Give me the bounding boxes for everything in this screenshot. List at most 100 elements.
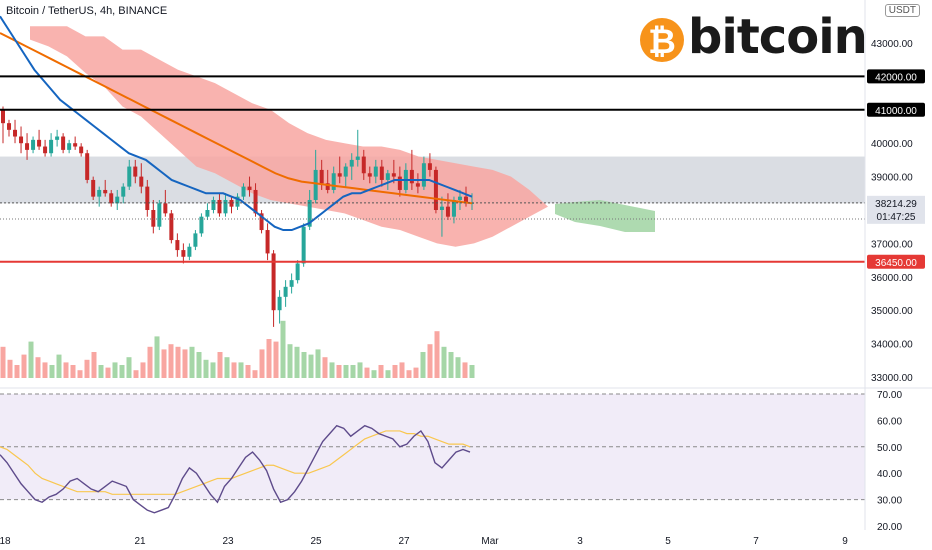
volume-bar <box>217 352 223 378</box>
volume-bar <box>112 362 118 378</box>
volume-bar <box>252 370 258 378</box>
bitcoin-logo: ₿ bitcoin <box>640 9 868 71</box>
candle-body <box>313 169 318 200</box>
volume-bar <box>56 354 62 378</box>
volume-bar <box>147 346 153 378</box>
volume-bar <box>28 341 34 378</box>
candle-body <box>73 143 78 147</box>
y-axis-tick-label: 36000.00 <box>871 273 913 284</box>
bitcoin-wordmark: bitcoin <box>688 9 868 65</box>
volume-bar <box>322 357 328 378</box>
candle-body <box>253 189 258 214</box>
volume-bar <box>182 349 188 378</box>
candle-body <box>235 196 240 207</box>
rsi-band <box>0 394 865 500</box>
ichimoku-cloud-bearish <box>30 26 548 247</box>
x-axis-tick-label: 21 <box>134 536 146 547</box>
volume-bar <box>315 349 321 378</box>
volume-bar <box>280 320 286 378</box>
candle-body <box>205 210 210 217</box>
candle-body <box>445 206 450 217</box>
volume-bar <box>427 344 433 378</box>
candle-body <box>259 213 264 231</box>
candle-body <box>457 196 462 200</box>
bitcoin-symbol: ₿ <box>648 22 676 62</box>
quote-currency-badge[interactable]: USDT <box>884 4 920 17</box>
candle-body <box>295 263 300 281</box>
candle-body <box>25 143 30 150</box>
candle-body <box>169 213 174 241</box>
volume-bar <box>49 365 55 378</box>
candle-body <box>1 109 5 124</box>
volume-bar <box>392 365 398 378</box>
volume-bar <box>203 359 209 378</box>
volume-bar <box>35 357 41 378</box>
candle-body <box>397 176 402 190</box>
volume-bar <box>273 341 279 378</box>
volume-bar <box>357 362 363 378</box>
candle-body <box>133 166 138 177</box>
y-axis-tick-label: 34000.00 <box>871 340 913 351</box>
volume-bar <box>21 354 27 378</box>
volume-bar <box>133 370 139 378</box>
candle-body <box>127 166 132 187</box>
x-axis-tick-label: 3 <box>577 536 583 547</box>
chart-title: Bitcoin / TetherUS, 4h, BINANCE <box>6 5 168 17</box>
x-axis-tick-label: 18 <box>0 536 11 547</box>
rsi-y-tick-label: 40.00 <box>877 469 902 480</box>
volume-bar <box>406 370 412 378</box>
volume-bar <box>378 365 384 378</box>
candle-body <box>139 176 144 187</box>
candle-body <box>409 169 414 184</box>
candle-body <box>49 139 54 154</box>
candle-body <box>91 179 96 197</box>
candle-body <box>301 226 306 264</box>
candle-body <box>223 199 228 214</box>
candle-body <box>439 206 444 210</box>
candle-body <box>319 169 324 184</box>
volume-bar <box>329 362 335 378</box>
volume-bar <box>294 346 300 378</box>
volume-bar <box>259 349 265 378</box>
candle-body <box>433 169 438 210</box>
candle-body <box>55 136 60 140</box>
volume-bar <box>287 344 293 378</box>
candle-body <box>115 196 120 204</box>
candle-body <box>265 230 270 254</box>
y-axis-tick-label: 39000.00 <box>871 173 913 184</box>
candle-body <box>415 183 420 187</box>
candle-body <box>271 253 276 311</box>
volume-bar <box>434 331 440 378</box>
candle-body <box>13 129 18 137</box>
x-axis-tick-label: 7 <box>753 536 759 547</box>
volume-bar <box>266 339 272 378</box>
volume-bar <box>175 346 181 378</box>
candle-body <box>349 159 354 167</box>
candle-body <box>211 199 216 210</box>
candle-body <box>103 189 108 194</box>
volume-bar <box>0 346 6 378</box>
candle-body <box>277 296 282 311</box>
level-label: 41000.00 <box>875 106 917 117</box>
moving-average-orange <box>0 32 473 205</box>
candle-body <box>31 139 36 150</box>
candle-body <box>157 203 162 227</box>
volume-bar <box>168 344 174 378</box>
volume-bar <box>350 365 356 378</box>
candle-body <box>43 146 48 154</box>
y-axis-tick-label: 37000.00 <box>871 239 913 250</box>
volume-bar <box>413 367 419 378</box>
volume-bar <box>371 370 377 378</box>
volume-bar <box>455 357 461 378</box>
candle-body <box>151 210 156 227</box>
volume-bar <box>385 370 391 378</box>
candle-body <box>187 246 192 257</box>
volume-bar <box>364 367 370 378</box>
candle-body <box>331 173 336 190</box>
volume-bar <box>161 349 167 378</box>
volume-bar <box>98 365 104 378</box>
candle-body <box>391 173 396 177</box>
volume-bar <box>70 365 76 378</box>
price-countdown-label: 01:47:25 <box>877 212 916 223</box>
